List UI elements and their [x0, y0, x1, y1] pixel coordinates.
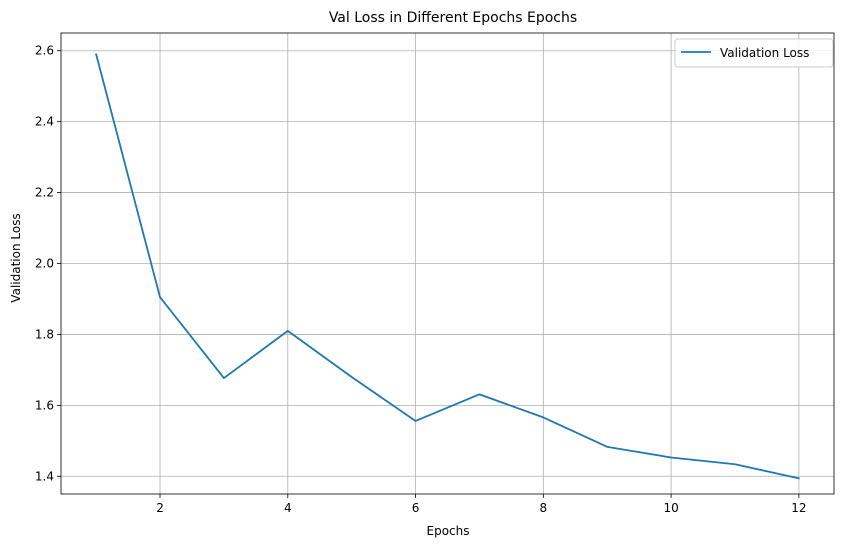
grid-layer: [61, 33, 834, 494]
x-tick-label-6: 6: [412, 501, 420, 515]
x-tick-label-8: 8: [540, 501, 548, 515]
x-tick-label-12: 12: [791, 501, 806, 515]
x-tick-label-2: 2: [156, 501, 164, 515]
y-axis-label: Validation Loss: [9, 213, 23, 302]
series-line-validation-loss: [95, 53, 800, 480]
y-tick-label-2.4: 2.4: [35, 115, 54, 129]
y-tick-label-1.4: 1.4: [35, 469, 54, 483]
y-tick-label-1.6: 1.6: [35, 398, 54, 412]
series-layer: [95, 53, 800, 480]
chart-title: Val Loss in Different Epochs Epochs: [329, 10, 577, 26]
ticks-layer: 2 4 6 8 10 12 1.4 1.6 1.8 2.0 2.2 2.4 2.6: [35, 44, 807, 515]
x-axis-label: Epochs: [427, 524, 470, 538]
y-tick-label-1.8: 1.8: [35, 327, 54, 341]
y-tick-label-2.6: 2.6: [35, 44, 54, 58]
x-tick-label-4: 4: [284, 501, 292, 515]
y-tick-label-2.2: 2.2: [35, 186, 54, 200]
legend-box: [674, 38, 834, 68]
legend-label-validation-loss: Validation Loss: [720, 46, 809, 60]
x-tick-label-10: 10: [663, 501, 678, 515]
y-tick-label-2.0: 2.0: [35, 257, 54, 271]
legend: Validation Loss: [674, 38, 834, 68]
